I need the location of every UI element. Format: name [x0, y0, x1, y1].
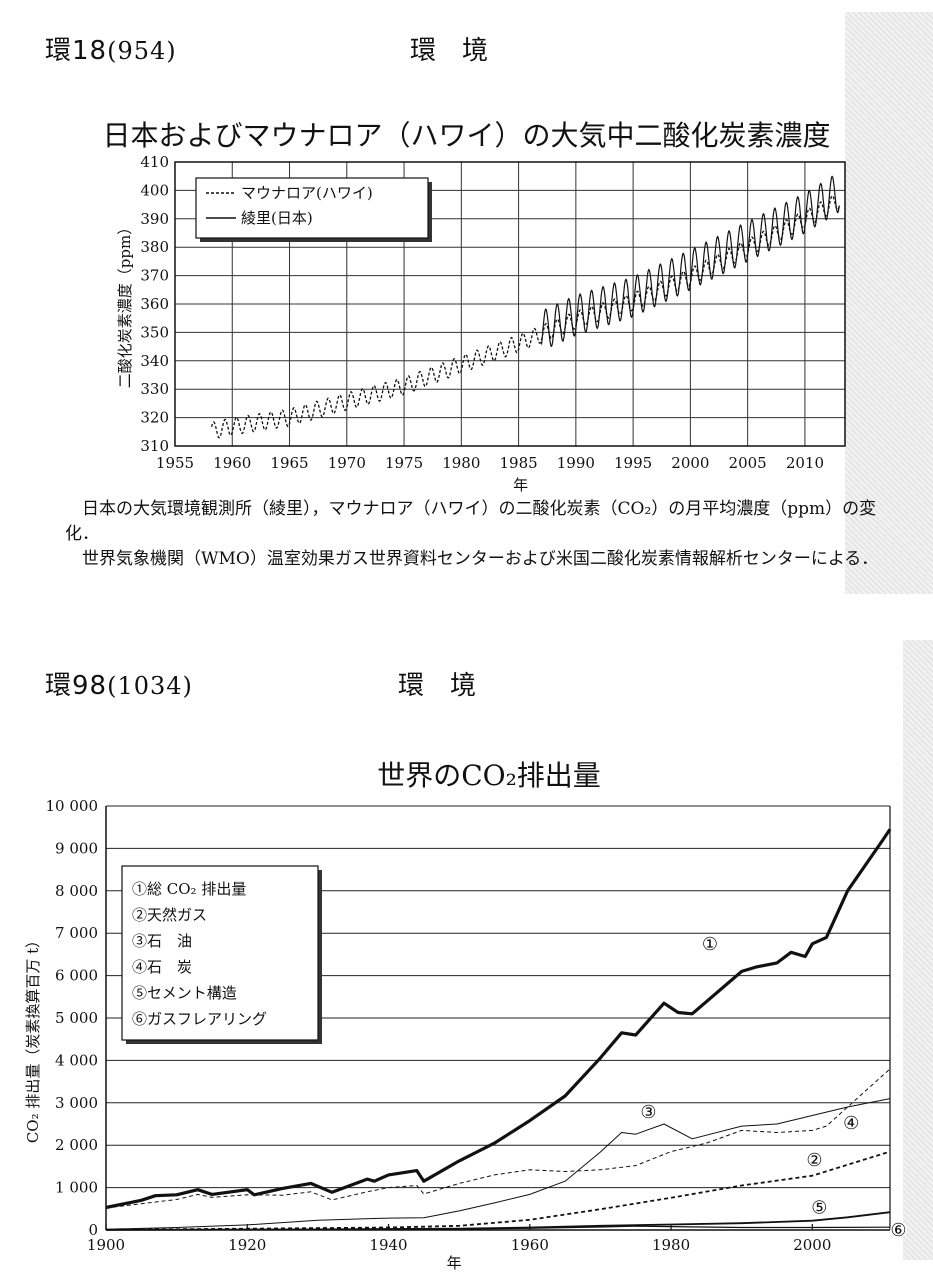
- chart-title-co2-concentration: 日本およびマウナロア（ハワイ）の大気中二酸化炭素濃度: [102, 119, 831, 152]
- series-marker-total-emissions: ①: [702, 934, 718, 955]
- y-tick-label: 3 000: [55, 1094, 98, 1112]
- scan-edge-bottom: [903, 640, 933, 1260]
- series-marker-oil: ③: [640, 1102, 656, 1123]
- x-tick-label: 1980: [442, 454, 480, 472]
- legend-label: ⑥ガスフレアリング: [132, 1010, 267, 1028]
- series-marker-coal: ④: [843, 1113, 859, 1134]
- y-axis-title: 二酸化炭素濃度（ppm）: [116, 220, 134, 388]
- page-ref: (1034): [107, 672, 193, 700]
- legend-label: 綾里(日本): [241, 209, 313, 227]
- legend-label: マウナロア(ハワイ): [241, 184, 373, 202]
- series-line-oil: [105, 1098, 891, 1230]
- x-tick-label: 2010: [786, 454, 824, 472]
- y-tick-label: 310: [140, 437, 169, 455]
- plot-frame: [174, 161, 846, 447]
- series-marker-natural-gas: ②: [806, 1150, 822, 1171]
- y-tick-label: 320: [140, 409, 169, 427]
- series-line-total-emissions: [105, 828, 892, 1210]
- y-tick-label: 9 000: [55, 839, 98, 857]
- series-marker-gas-flaring: ⑥: [890, 1220, 906, 1241]
- caption-line-2: 世界気象機関（WMO）温室効果ガス世界資料センターおよび米国二酸化炭素情報解析セ…: [82, 549, 879, 569]
- y-tick-label: 330: [140, 380, 169, 398]
- page-number: 98: [72, 671, 108, 701]
- page-header-bottom: 環98(1034): [45, 665, 193, 702]
- co2-concentration-chart: 1955 1960 1965 1970 1975 1980 1985 1990 1995 2000…: [116, 153, 846, 494]
- series-marker-cement: ⑤: [811, 1198, 827, 1219]
- y-tick-label: 350: [140, 323, 169, 341]
- legend-label: ③石 油: [132, 932, 192, 950]
- x-tick-label: 1955: [156, 454, 194, 472]
- chart-title-co2-emissions: 世界のCO₂排出量: [377, 759, 601, 792]
- legend-label: ⑤セメント構造: [132, 984, 237, 1002]
- y-tick-label: 8 000: [55, 882, 98, 900]
- page-code: 環: [45, 671, 73, 701]
- legend-label: ②天然ガス: [132, 906, 207, 924]
- x-tick-label: 2005: [729, 454, 767, 472]
- series-line-cement: [105, 1211, 891, 1231]
- y-tick-label: 340: [140, 352, 169, 370]
- section-title-bottom: 環境: [398, 671, 503, 701]
- x-tick-label: 1965: [270, 454, 308, 472]
- x-tick-label: 1920: [228, 1236, 266, 1254]
- x-tick-label: 2000: [793, 1236, 831, 1254]
- section-title-top: 環境: [410, 36, 515, 66]
- x-tick-label: 1995: [614, 454, 652, 472]
- x-tick-label: 1940: [369, 1236, 407, 1254]
- x-tick-label: 2000: [671, 454, 709, 472]
- x-tick-label: 1970: [328, 454, 366, 472]
- y-tick-label: 10 000: [46, 797, 99, 815]
- legend-box: [195, 177, 429, 239]
- y-tick-label: 4 000: [55, 1051, 98, 1069]
- y-tick-label: 360: [140, 295, 169, 313]
- y-tick-label: 0: [88, 1221, 98, 1239]
- y-tick-label: 390: [140, 210, 169, 228]
- y-tick-label: 400: [140, 181, 169, 199]
- y-tick-label: 410: [140, 153, 169, 171]
- series-line-coal: [105, 1068, 891, 1209]
- x-axis-title: 年: [513, 476, 528, 494]
- y-tick-label: 1 000: [55, 1179, 98, 1197]
- page-code: 環: [45, 36, 73, 66]
- y-tick-label: 2 000: [55, 1136, 98, 1154]
- x-tick-label: 1960: [511, 1236, 549, 1254]
- caption-line-1: 日本の大気環境観測所（綾里），マウナロア（ハワイ）の二酸化炭素（CO₂）の月平均…: [65, 499, 877, 544]
- page-header-top: 環18(954): [45, 30, 177, 67]
- x-tick-label: 1975: [385, 454, 423, 472]
- series-line-natural-gas: [105, 1150, 891, 1231]
- y-axis-title: CO₂ 排出量（炭素換算百万 t）: [24, 933, 42, 1143]
- series-line-ryori: [540, 175, 840, 348]
- x-tick-label: 1980: [652, 1236, 690, 1254]
- y-tick-label: 380: [140, 238, 169, 256]
- x-tick-label: 1900: [87, 1236, 125, 1254]
- series-line-gas-flaring: [105, 1225, 891, 1231]
- page-number: 18: [72, 36, 108, 66]
- x-tick-label: 1990: [557, 454, 595, 472]
- series-line-mauna-loa: [210, 195, 840, 439]
- y-tick-label: 5 000: [55, 1009, 98, 1027]
- legend-label: ④石 炭: [132, 958, 192, 976]
- x-axis-title: 年: [447, 1254, 462, 1272]
- legend-box: [121, 865, 319, 1041]
- y-tick-label: 7 000: [55, 924, 98, 942]
- legend-label: ①総 CO₂ 排出量: [132, 880, 246, 898]
- x-tick-label: 1985: [499, 454, 537, 472]
- page-ref: (954): [107, 37, 177, 65]
- scan-edge-top: [845, 12, 933, 594]
- y-tick-label: 6 000: [55, 967, 98, 985]
- x-tick-label: 1960: [213, 454, 251, 472]
- caption-top: 日本の大気環境観測所（綾里），マウナロア（ハワイ）の二酸化炭素（CO₂）の月平均…: [65, 497, 900, 572]
- y-tick-label: 370: [140, 267, 169, 285]
